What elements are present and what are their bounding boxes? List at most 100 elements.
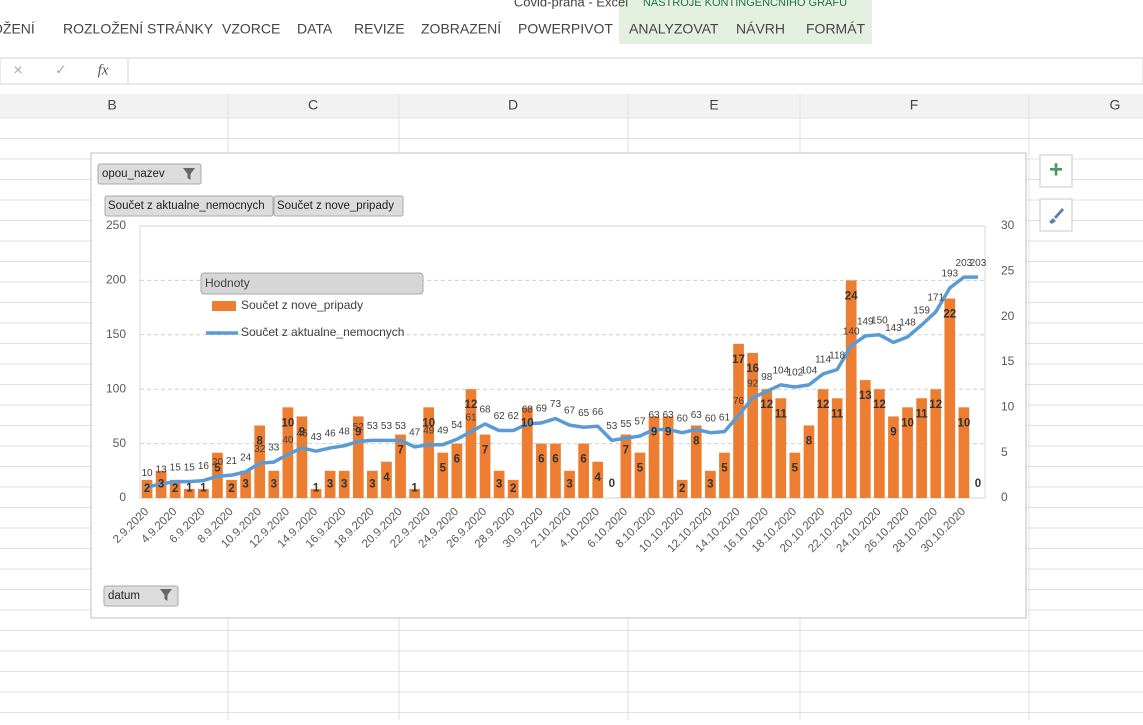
data-label: 143 [885, 323, 902, 334]
data-label: 8 [806, 435, 813, 447]
data-label: 68 [479, 405, 491, 416]
data-label: 9 [665, 426, 671, 438]
ribbon-tab[interactable]: ANALYZOVAT [629, 21, 719, 37]
value-button[interactable] [273, 195, 404, 217]
data-label: 65 [578, 408, 590, 419]
data-label: 7 [482, 445, 488, 457]
enter-icon[interactable]: ✓ [55, 62, 67, 78]
value-label: Součet z nove_pripady [277, 200, 394, 212]
ribbon-tab[interactable]: NÁVRH [736, 21, 785, 37]
ribbon-tab[interactable]: OŽENÍ [0, 21, 35, 37]
data-label: 62 [494, 411, 506, 422]
chart-area[interactable] [90, 152, 1027, 619]
data-label: 63 [648, 410, 660, 421]
data-label: 54 [451, 420, 463, 431]
data-label: 6 [454, 454, 460, 466]
data-label: 10 [901, 417, 914, 429]
data-label: 3 [341, 478, 347, 490]
data-label: 2 [172, 483, 178, 495]
y-tick-label: 150 [106, 327, 126, 341]
data-label: 13 [156, 464, 168, 475]
data-label: 11 [916, 408, 929, 420]
bar [733, 343, 744, 498]
bar [958, 407, 970, 498]
bar [169, 479, 181, 498]
column-letter[interactable]: D [508, 97, 518, 113]
cancel-icon[interactable]: × [13, 62, 22, 79]
chart-elements-button[interactable] [1039, 154, 1073, 188]
legend-title: Hodnoty [205, 276, 250, 290]
data-label: 8 [257, 435, 264, 447]
data-label: 61 [465, 412, 477, 423]
column-letter[interactable]: G [1110, 97, 1121, 113]
filter-button[interactable] [97, 163, 202, 185]
data-label: 148 [899, 318, 916, 329]
ribbon-tab[interactable]: DATA [297, 21, 333, 37]
bar [437, 452, 449, 498]
data-label: 203 [956, 258, 973, 269]
column-letter[interactable]: B [107, 97, 116, 113]
data-label: 10 [422, 417, 435, 429]
bar [381, 461, 392, 498]
data-label: 55 [620, 419, 632, 430]
data-label: 1 [200, 483, 207, 495]
column-letter[interactable]: E [709, 97, 718, 113]
data-label: 9 [355, 426, 361, 438]
data-label: 68 [522, 405, 534, 416]
ribbon-tab[interactable]: FORMÁT [806, 21, 866, 37]
ribbon-tab[interactable]: ZOBRAZENÍ [421, 21, 501, 37]
column-letter[interactable]: F [910, 97, 919, 113]
bar [634, 452, 646, 498]
bar [831, 398, 843, 498]
data-label: 0 [609, 478, 615, 490]
data-label: 52 [353, 422, 365, 433]
bar [620, 434, 632, 498]
bar [493, 470, 505, 498]
data-label: 5 [637, 463, 644, 475]
data-label: 12 [760, 399, 773, 411]
fx-button[interactable]: fx [98, 62, 109, 78]
bar [747, 352, 758, 498]
axis-button[interactable] [103, 585, 179, 607]
data-label: 53 [395, 421, 407, 432]
bar [690, 425, 702, 498]
data-label: 24 [845, 290, 858, 302]
data-label: 66 [592, 407, 604, 418]
data-label: 149 [857, 317, 874, 328]
bar [198, 488, 209, 498]
bar [395, 434, 406, 498]
data-label: 2 [144, 483, 150, 495]
bar [902, 407, 913, 498]
bar [479, 434, 491, 498]
data-label: 22 [943, 309, 956, 321]
data-label: 104 [801, 365, 818, 376]
data-label: 159 [913, 306, 930, 317]
axis-label: datum [108, 590, 140, 602]
bar [888, 416, 899, 498]
window-title: Covid-praha - Excel [514, 0, 628, 9]
ribbon-tab[interactable]: POWERPIVOT [518, 21, 613, 37]
data-label: 32 [254, 444, 266, 455]
data-label: 60 [677, 413, 689, 424]
bar [930, 389, 942, 498]
data-label: 53 [381, 421, 393, 432]
y2-tick-label: 5 [1001, 445, 1008, 459]
data-label: 43 [310, 432, 322, 443]
bar [564, 470, 575, 498]
ribbon-tab[interactable]: VZORCE [222, 21, 280, 37]
bar [859, 380, 871, 498]
bar [465, 389, 477, 498]
column-letter[interactable]: C [308, 97, 318, 113]
value-button[interactable] [104, 195, 274, 217]
bar [705, 470, 716, 498]
bar [141, 479, 153, 498]
data-label: 10 [281, 417, 294, 429]
y2-tick-label: 0 [1001, 490, 1008, 504]
data-label: 3 [271, 478, 277, 490]
tool-tabs-bg [619, 0, 872, 44]
legend-title-box [200, 272, 424, 295]
ribbon-tab[interactable]: REVIZE [354, 21, 405, 37]
data-label: 3 [707, 478, 713, 490]
y-tick-label: 0 [119, 490, 126, 504]
ribbon-tab[interactable]: ROZLOŽENÍ STRÁNKY [63, 21, 214, 37]
